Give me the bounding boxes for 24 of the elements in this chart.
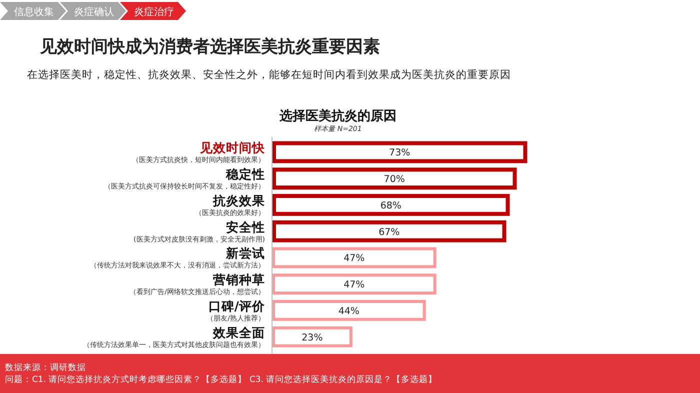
data-label: 44%: [338, 306, 360, 317]
data-label: 67%: [378, 226, 400, 238]
data-label: 47%: [344, 253, 365, 264]
y-tick-label: 稳定性: [225, 166, 265, 182]
source-note: 数据来源：调研数据: [5, 362, 86, 373]
text: 在选择医美时，稳定性、抗炎效果、安全性之外，能够在短时间内看到效果成为医美抗炎的重要原因: [27, 68, 511, 81]
y-tick-label: 安全性: [226, 219, 265, 234]
text: 炎症确认: [74, 6, 114, 18]
y-tick-label: 效果全面: [212, 324, 265, 340]
data-label: 23%: [302, 332, 323, 344]
y-tick-label: 新尝试: [225, 246, 265, 261]
chart-title: 选择医美抗炎的原因: [278, 108, 396, 124]
data-label: 70%: [384, 174, 405, 186]
data-label: 47%: [344, 280, 365, 291]
text: 见效时间快成为消费者选择医美抗炎重要因素: [39, 37, 380, 57]
y-tick-label: 营销种草: [212, 272, 265, 288]
text: 炎症治疗: [134, 6, 174, 18]
text: 问题：C1. 请问您选择抗炎方式时考虑哪些因素？【多选题】 C3. 请问您选择医美抗炎的原因是？【多选题】: [5, 374, 438, 385]
data-label: 68%: [380, 200, 402, 212]
text: 信息收集: [14, 6, 54, 18]
data-label: 73%: [389, 148, 410, 159]
y-tick-label: 抗炎效果: [212, 192, 266, 208]
y-tick-label: 口碑/评价: [208, 298, 266, 314]
y-tick-label: 见效时间快: [199, 140, 266, 156]
